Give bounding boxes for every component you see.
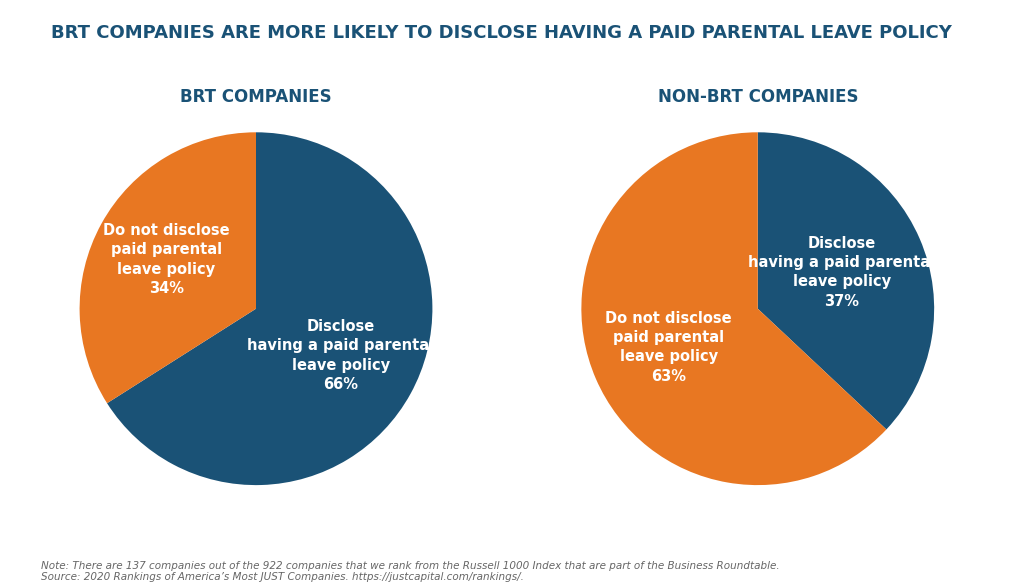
Text: NON-BRT COMPANIES: NON-BRT COMPANIES [657,88,858,106]
Text: BRT COMPANIES ARE MORE LIKELY TO DISCLOSE HAVING A PAID PARENTAL LEAVE POLICY: BRT COMPANIES ARE MORE LIKELY TO DISCLOS… [51,24,952,42]
Wedge shape [80,132,256,403]
Wedge shape [582,132,887,485]
Text: Disclose
having a paid parental
leave policy
66%: Disclose having a paid parental leave po… [248,319,434,392]
Text: Do not disclose
paid parental
leave policy
34%: Do not disclose paid parental leave poli… [103,223,229,296]
Wedge shape [108,132,432,485]
Text: Do not disclose
paid parental
leave policy
63%: Do not disclose paid parental leave poli… [605,311,732,383]
Text: Note: There are 137 companies out of the 922 companies that we rank from the Rus: Note: There are 137 companies out of the… [41,560,779,582]
Wedge shape [758,132,934,429]
Text: BRT COMPANIES: BRT COMPANIES [180,88,332,106]
Text: Disclose
having a paid parental
leave policy
37%: Disclose having a paid parental leave po… [749,236,936,309]
